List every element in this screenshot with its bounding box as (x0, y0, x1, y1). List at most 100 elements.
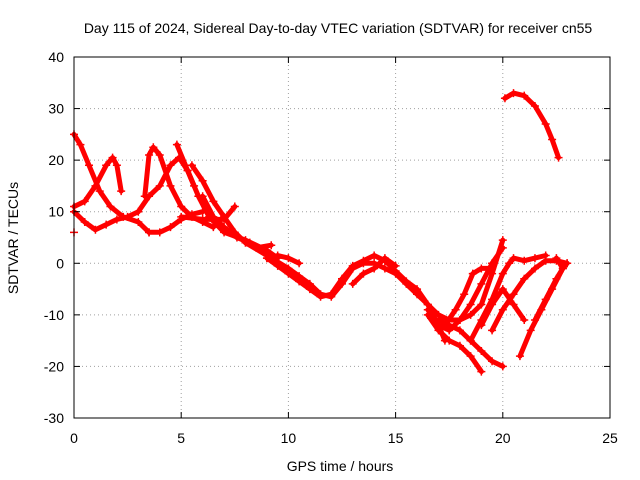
data-point (370, 264, 379, 273)
data-point (552, 274, 561, 283)
data-point (498, 269, 507, 278)
data-point (108, 153, 117, 162)
data-point (455, 326, 464, 335)
data-point (530, 254, 539, 263)
data-series (70, 89, 572, 376)
data-point (488, 264, 497, 273)
data-point (295, 277, 304, 286)
data-point (166, 223, 175, 232)
data-point (498, 305, 507, 314)
data-point (520, 91, 529, 100)
data-point (220, 215, 229, 224)
data-point (455, 316, 464, 325)
data-point (498, 243, 507, 252)
data-point (509, 290, 518, 299)
data-point (541, 256, 550, 265)
data-point (209, 197, 218, 206)
data-point (530, 101, 539, 110)
data-point (530, 264, 539, 273)
data-point (91, 225, 100, 234)
data-point (498, 285, 507, 294)
data-point (140, 192, 149, 201)
data-point (155, 181, 164, 190)
data-point (520, 274, 529, 283)
data-point (172, 140, 181, 149)
data-point (541, 120, 550, 129)
data-point (338, 274, 346, 283)
series-line (425, 312, 484, 375)
data-point (145, 228, 154, 237)
data-point (273, 261, 282, 270)
series-sat-v (515, 259, 572, 361)
series-sat-w (530, 254, 567, 325)
data-point (477, 367, 486, 376)
data-point (520, 256, 529, 265)
data-point (187, 161, 196, 170)
data-point (198, 192, 207, 201)
data-point (498, 236, 507, 245)
data-point (488, 357, 497, 366)
plot-frame (73, 56, 611, 419)
data-point (198, 176, 207, 185)
data-point (166, 161, 175, 170)
data-point (145, 150, 154, 159)
data-point (106, 202, 115, 211)
data-point (80, 218, 89, 227)
data-point (348, 279, 357, 288)
data-point (155, 150, 164, 159)
data-point (509, 254, 518, 263)
y-axis-label: SDTVAR / TECUs (5, 182, 21, 294)
data-point (220, 223, 229, 232)
data-point (445, 336, 454, 345)
y-tick-label: -30 (44, 410, 64, 426)
data-point (380, 254, 389, 263)
data-point (477, 300, 486, 309)
data-point (488, 326, 497, 335)
data-point (232, 233, 241, 242)
data-point (198, 215, 207, 224)
data-point (112, 215, 121, 224)
x-tick-label: 20 (495, 430, 511, 446)
data-point (500, 94, 509, 103)
data-point (267, 241, 276, 250)
data-point (155, 228, 164, 237)
data-point (262, 254, 271, 263)
data-point (558, 264, 567, 273)
data-point (477, 264, 486, 273)
y-tick-label: -20 (44, 358, 64, 374)
data-point (477, 279, 486, 288)
y-tick-label: 40 (48, 49, 64, 65)
ticks: 0 5 10 15 20 25 -30 -20 -10 0 10 20 30 40 (44, 49, 618, 446)
data-point (509, 89, 518, 98)
y-tick-label: 0 (56, 255, 64, 271)
data-point (477, 321, 486, 330)
data-point (284, 254, 293, 263)
data-point (554, 153, 563, 162)
data-point (460, 290, 469, 299)
data-point (526, 326, 535, 335)
data-point (102, 161, 111, 170)
data-point (445, 326, 454, 335)
chart-title: Day 115 of 2024, Sidereal Day-to-day VTE… (84, 20, 593, 36)
data-point (359, 256, 368, 265)
data-point (541, 295, 550, 304)
data-point (370, 251, 379, 260)
data-point (563, 259, 572, 268)
data-point (402, 277, 411, 286)
y-tick-label: 10 (48, 204, 64, 220)
x-tick-label: 15 (388, 430, 404, 446)
series-sat-n (348, 254, 400, 288)
data-point (183, 166, 192, 175)
series-line (264, 253, 448, 344)
series-sat-m (262, 251, 449, 345)
data-point (505, 259, 514, 268)
data-point (85, 161, 94, 170)
data-point (548, 135, 557, 144)
data-point (284, 269, 293, 278)
data-point (209, 212, 218, 221)
grid (74, 57, 610, 418)
data-point (241, 238, 250, 247)
data-point (112, 161, 121, 170)
x-tick-label: 5 (177, 430, 185, 446)
